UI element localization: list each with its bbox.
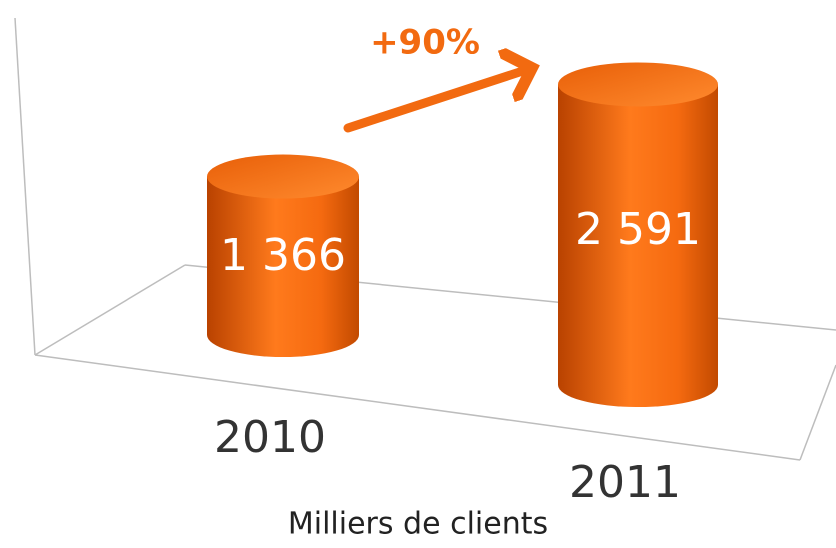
x-tick-label: 2011 — [569, 457, 681, 508]
x-axis-label: Milliers de clients — [288, 507, 548, 542]
value-label: 1 366 — [220, 230, 346, 281]
value-label: 2 591 — [575, 204, 701, 255]
growth-arrow — [343, 68, 532, 133]
bar — [558, 84, 718, 407]
bar-top — [207, 154, 359, 199]
bar-top — [558, 62, 718, 107]
x-tick-label: 2010 — [214, 412, 326, 463]
bar — [207, 176, 359, 357]
bars — [207, 62, 718, 407]
annotation: +90% — [370, 23, 480, 63]
